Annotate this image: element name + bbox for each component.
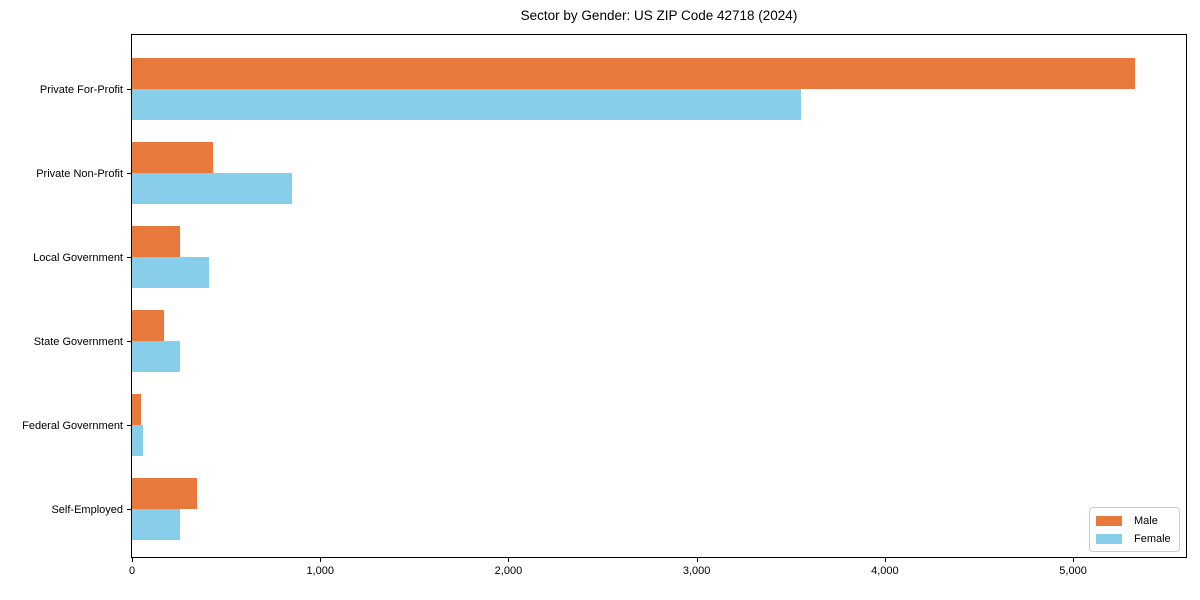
bar-female-private-non-profit — [132, 173, 292, 204]
bar-male-private-non-profit — [132, 142, 213, 173]
legend-item-male: Male — [1096, 513, 1173, 528]
legend: Male Female — [1089, 507, 1180, 552]
x-tick-label: 5,000 — [1059, 565, 1087, 577]
y-tick-mark — [127, 425, 131, 426]
x-tick-mark — [1073, 558, 1075, 562]
bar-female-federal-government — [132, 425, 143, 456]
x-tick-mark — [132, 558, 133, 562]
x-tick-label: 2,000 — [494, 565, 523, 577]
y-tick-label-private-non-profit: Private Non-Profit — [36, 167, 123, 180]
y-tick-label-self-employed: Self-Employed — [51, 503, 123, 516]
chart-title: Sector by Gender: US ZIP Code 42718 (202… — [520, 8, 798, 23]
legend-label: Female — [1134, 532, 1171, 545]
legend-swatch-male — [1096, 515, 1122, 526]
y-tick-label-federal-government: Federal Government — [22, 419, 123, 432]
x-tick-label: 4,000 — [871, 565, 899, 577]
bar-female-state-government — [132, 341, 180, 372]
y-tick-label-state-government: State Government — [33, 335, 123, 348]
y-tick-mark — [127, 257, 131, 258]
bar-male-federal-government — [132, 394, 141, 425]
bar-male-local-government — [132, 226, 180, 257]
y-tick-mark — [127, 509, 131, 510]
x-tick-label: 3,000 — [682, 565, 711, 577]
bar-female-private-for-profit — [132, 89, 801, 120]
bar-male-self-employed — [132, 478, 197, 509]
legend-swatch-female — [1096, 533, 1122, 544]
bar-female-local-government — [132, 257, 209, 288]
x-tick-mark — [508, 558, 510, 562]
bar-female-self-employed — [132, 509, 180, 540]
legend-label: Male — [1134, 514, 1158, 527]
x-tick-label: 0 — [128, 565, 136, 577]
plot-area — [131, 34, 1187, 558]
bar-male-state-government — [132, 310, 164, 341]
x-tick-mark — [696, 558, 698, 562]
y-tick-mark — [127, 89, 131, 90]
bar-male-private-for-profit — [132, 58, 1135, 89]
y-tick-label-local-government: Local Government — [33, 251, 123, 264]
legend-item-female: Female — [1096, 531, 1173, 546]
x-tick-mark — [884, 558, 886, 562]
y-tick-mark — [127, 173, 131, 174]
x-tick-mark — [320, 558, 322, 562]
y-tick-label-private-for-profit: Private For-Profit — [39, 83, 123, 96]
x-tick-label: 1,000 — [306, 565, 334, 577]
y-tick-mark — [127, 341, 131, 342]
